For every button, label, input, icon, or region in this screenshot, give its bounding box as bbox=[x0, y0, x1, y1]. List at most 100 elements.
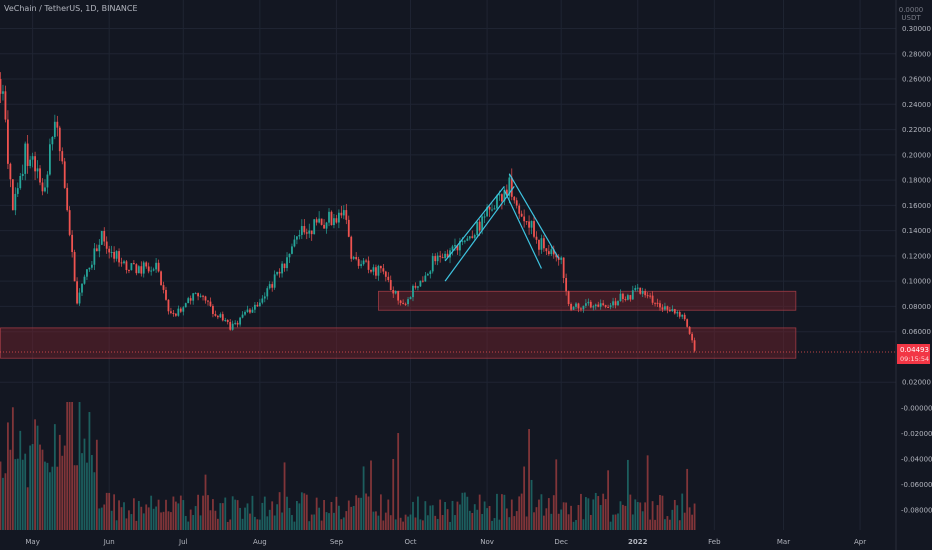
volume-bar bbox=[103, 504, 106, 530]
candle-body bbox=[471, 236, 474, 238]
price-tick-label: 0.16000 bbox=[902, 202, 931, 210]
volume-bar bbox=[53, 424, 56, 530]
volume-bar bbox=[367, 496, 370, 530]
volume-bar bbox=[98, 508, 101, 530]
volume-bar bbox=[451, 500, 454, 530]
volume-bar bbox=[123, 502, 125, 530]
volume-bar bbox=[328, 513, 330, 530]
candle-body bbox=[372, 267, 375, 272]
volume-bar bbox=[454, 515, 456, 530]
candle-body bbox=[11, 179, 14, 211]
candle-body bbox=[128, 270, 130, 272]
price-tick-label: 0.12000 bbox=[902, 252, 931, 260]
candle-body bbox=[214, 313, 217, 316]
candle-body bbox=[207, 300, 209, 302]
volume-bar bbox=[179, 495, 182, 530]
volume-bar bbox=[29, 445, 32, 530]
candle-body bbox=[436, 255, 439, 262]
candle-body bbox=[83, 276, 86, 284]
volume-bar bbox=[587, 498, 590, 530]
candle-body bbox=[63, 161, 66, 188]
volume-bar bbox=[503, 494, 506, 530]
candle-body bbox=[271, 284, 274, 288]
volume-bar bbox=[0, 461, 2, 530]
rising-channel-line[interactable] bbox=[444, 186, 515, 282]
volume-bar bbox=[105, 492, 108, 530]
falling-channel-line[interactable] bbox=[508, 173, 560, 259]
volume-bar bbox=[407, 516, 409, 530]
volume-bar bbox=[488, 506, 491, 530]
candle-body bbox=[278, 271, 281, 274]
candle-body bbox=[671, 309, 674, 312]
volume-bar bbox=[278, 492, 281, 530]
candle-body bbox=[330, 211, 333, 226]
candle-body bbox=[100, 231, 103, 245]
candle-body bbox=[150, 270, 153, 272]
volume-bar bbox=[216, 518, 219, 530]
candle-body bbox=[451, 246, 454, 251]
price-tick-label: 0.28000 bbox=[902, 50, 931, 58]
candle-body bbox=[204, 296, 207, 301]
volume-bar bbox=[214, 510, 217, 530]
support-zone[interactable] bbox=[378, 290, 797, 311]
price-tick-label: 0.18000 bbox=[902, 177, 931, 185]
volume-bar bbox=[300, 492, 303, 530]
volume-bar bbox=[560, 509, 563, 530]
volume-bar bbox=[626, 459, 629, 530]
candle-body bbox=[609, 305, 612, 308]
volume-bar bbox=[597, 496, 600, 530]
rising-channel-line[interactable] bbox=[444, 186, 505, 262]
candle-body bbox=[525, 221, 528, 223]
candle-body bbox=[147, 266, 150, 272]
candle-body bbox=[335, 218, 338, 223]
volume-bar bbox=[83, 438, 86, 530]
candle-body bbox=[362, 260, 365, 265]
candle-body bbox=[293, 239, 296, 247]
volume-bar bbox=[335, 496, 338, 530]
volume-bar bbox=[584, 497, 587, 530]
volume-bar bbox=[318, 507, 321, 530]
candle-body bbox=[540, 238, 543, 250]
volume-bar bbox=[644, 502, 647, 530]
time-tick-label: Jul bbox=[178, 538, 188, 546]
volume-bar bbox=[26, 487, 29, 530]
volume-bar bbox=[219, 503, 222, 530]
volume-bar bbox=[234, 499, 237, 530]
candle-body bbox=[683, 314, 686, 320]
candle-body bbox=[142, 262, 145, 274]
volume-bar bbox=[372, 511, 375, 530]
candle-body bbox=[197, 293, 199, 297]
volume-bar bbox=[501, 494, 503, 530]
volume-bar bbox=[325, 512, 328, 530]
support-zone[interactable] bbox=[0, 327, 797, 359]
candle-body bbox=[575, 303, 577, 307]
volume-bar bbox=[150, 495, 153, 530]
candle-body bbox=[120, 262, 123, 264]
volume-bar bbox=[676, 505, 679, 530]
volume-bar bbox=[575, 520, 577, 530]
candle-body bbox=[463, 240, 466, 242]
candle-body bbox=[466, 238, 469, 241]
falling-channel-line[interactable] bbox=[503, 189, 542, 269]
candle-body bbox=[649, 295, 652, 297]
volume-bar bbox=[4, 473, 7, 530]
candle-body bbox=[251, 309, 254, 313]
candle-body bbox=[367, 260, 370, 270]
volume-bar bbox=[162, 511, 165, 530]
time-tick-label: Nov bbox=[480, 538, 494, 546]
volume-bar bbox=[145, 504, 148, 530]
volume-bar bbox=[288, 507, 291, 530]
volume-bar bbox=[115, 520, 118, 530]
volume-bar bbox=[592, 499, 595, 530]
volume-bar bbox=[197, 494, 199, 530]
volume-bar bbox=[634, 499, 637, 530]
volume-bar bbox=[431, 505, 434, 530]
candle-body bbox=[24, 143, 27, 174]
volume-bar bbox=[172, 496, 175, 530]
candle-body bbox=[98, 244, 101, 252]
volume-bar bbox=[271, 501, 274, 530]
candle-body bbox=[520, 213, 523, 217]
volume-bar bbox=[39, 444, 41, 530]
volume-bar bbox=[330, 502, 333, 530]
